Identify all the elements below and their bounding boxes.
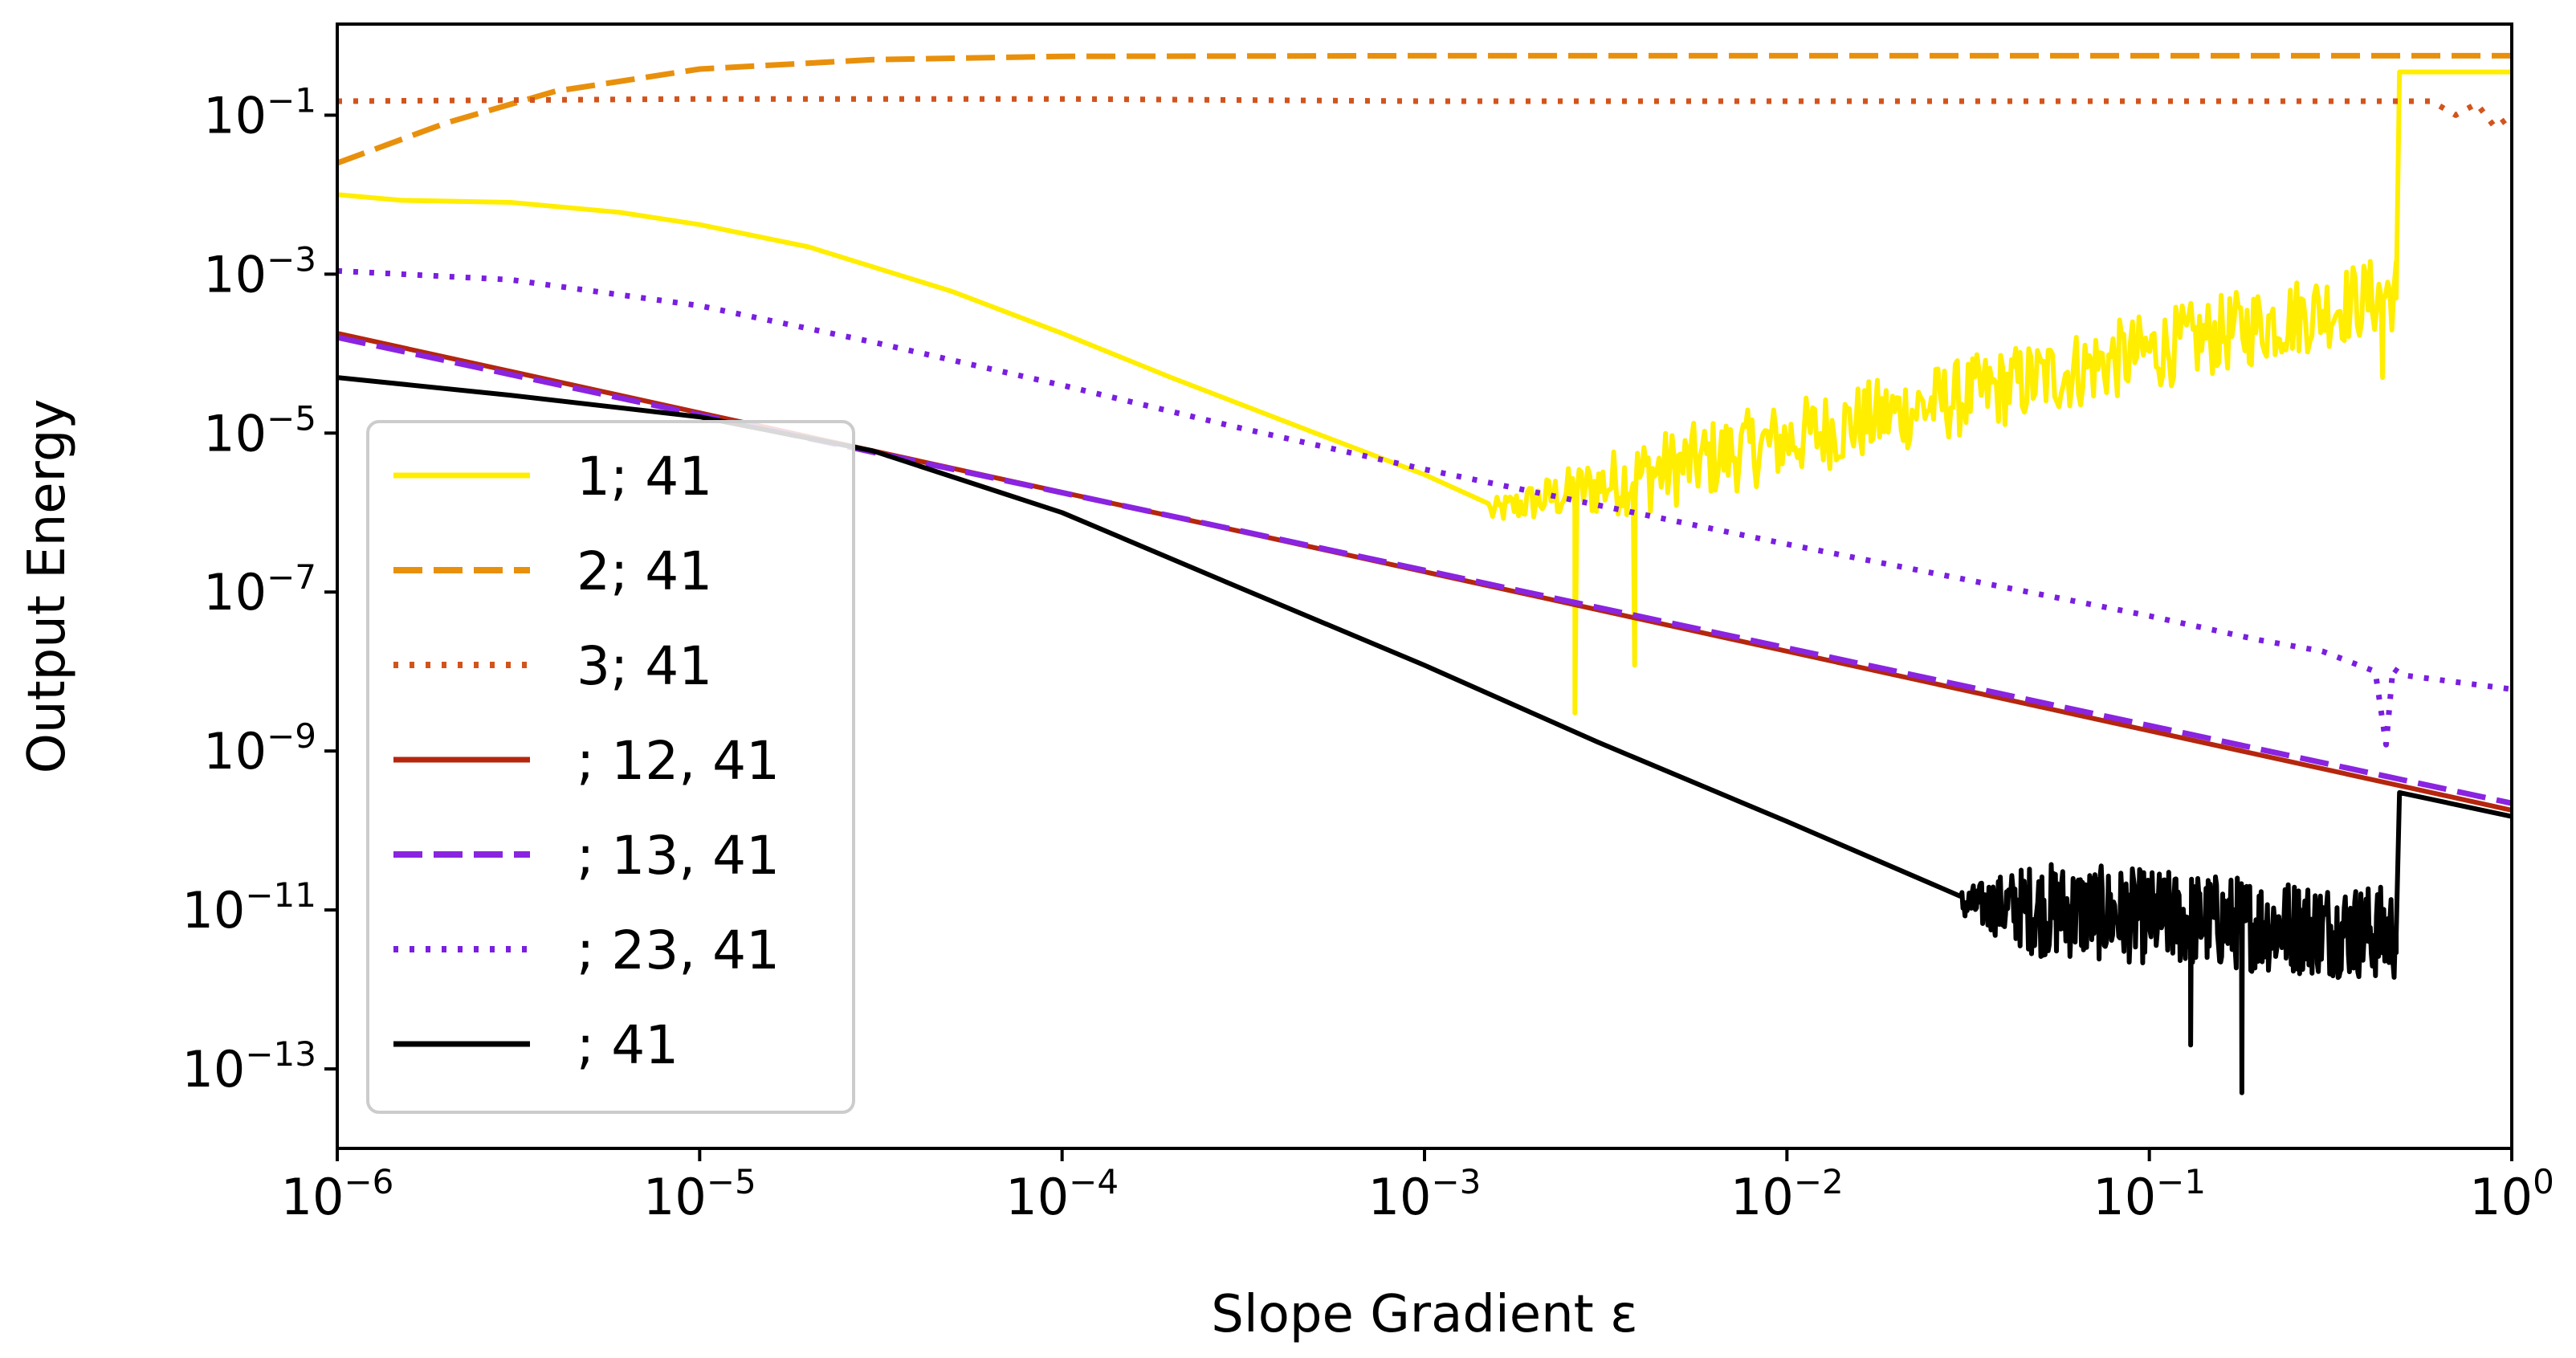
x-tick-exponent: −3 [1431,1162,1481,1201]
y-tick-exponent: −11 [245,875,316,915]
y-tick-label: 10−11 [181,875,316,940]
y-tick-label: 10−3 [203,239,316,304]
y-tick-base: 10 [203,86,267,145]
x-tick-label: 10−5 [643,1162,756,1226]
x-tick-exponent: −2 [1794,1162,1844,1201]
y-tick-label: 10−1 [203,80,316,145]
series-layer [337,52,2512,1095]
y-tick-label: 10−7 [203,557,316,622]
series-line-23-41 [337,267,2512,748]
legend-label: 2; 41 [577,540,712,602]
x-tick-exponent: 0 [2533,1162,2554,1201]
y-tick-label: 10−13 [181,1034,316,1099]
ticks-layer: 10−6 10−5 10−4 10−3 10−2 10−1 10010−110−310−51… [181,80,2554,1226]
x-tick-base: 10 [2469,1168,2533,1226]
x-tick-label: 100 [2469,1162,2554,1226]
y-tick-base: 10 [181,881,245,940]
y-tick-base: 10 [203,563,267,622]
y-tick-exponent: −13 [245,1034,316,1074]
series-line-3-41 [337,96,2512,131]
x-tick-base: 10 [2093,1168,2156,1226]
y-tick-base: 10 [203,404,267,463]
x-tick-base: 10 [1005,1168,1069,1226]
legend-label: 3; 41 [577,635,712,697]
y-tick-exponent: −9 [267,716,316,756]
x-tick-base: 10 [281,1168,344,1226]
y-tick-exponent: −3 [267,239,316,279]
x-tick-label: 10−1 [2093,1162,2206,1226]
series-line-1-41 [337,69,2512,716]
series-line-41 [337,375,2512,1095]
legend-label: 1; 41 [577,446,712,508]
series-line-2-41 [337,52,2512,166]
x-axis-label: Slope Gradient ε [1211,1285,1637,1344]
legend: 1; 41 2; 41 3; 41 ; 12, 41 ; 13, 41 ; 23, 41;… [366,420,855,1114]
y-tick-exponent: −5 [267,398,316,438]
x-tick-base: 10 [1730,1168,1794,1226]
legend-box [366,420,855,1114]
x-tick-exponent: −5 [707,1162,756,1201]
x-tick-base: 10 [1368,1168,1432,1226]
x-tick-exponent: −4 [1069,1162,1119,1201]
legend-label: ; 12, 41 [577,730,780,792]
x-tick-exponent: −6 [344,1162,393,1201]
x-tick-label: 10−3 [1368,1162,1482,1226]
legend-label: ; 13, 41 [577,825,780,887]
x-tick-label: 10−2 [1730,1162,1844,1226]
x-tick-label: 10−6 [281,1162,394,1226]
y-tick-exponent: −7 [267,557,316,597]
y-tick-label: 10−5 [203,398,316,463]
y-tick-label: 10−9 [203,716,316,781]
y-tick-base: 10 [181,1040,245,1099]
y-axis-label: Output Energy [18,399,77,774]
y-tick-base: 10 [203,245,267,304]
legend-label: ; 23, 41 [577,920,780,981]
y-tick-base: 10 [203,722,267,781]
x-tick-base: 10 [643,1168,707,1226]
legend-label: ; 41 [577,1014,679,1076]
x-tick-label: 10−4 [1005,1162,1119,1226]
y-tick-exponent: −1 [267,80,316,120]
x-tick-exponent: −1 [2156,1162,2206,1201]
